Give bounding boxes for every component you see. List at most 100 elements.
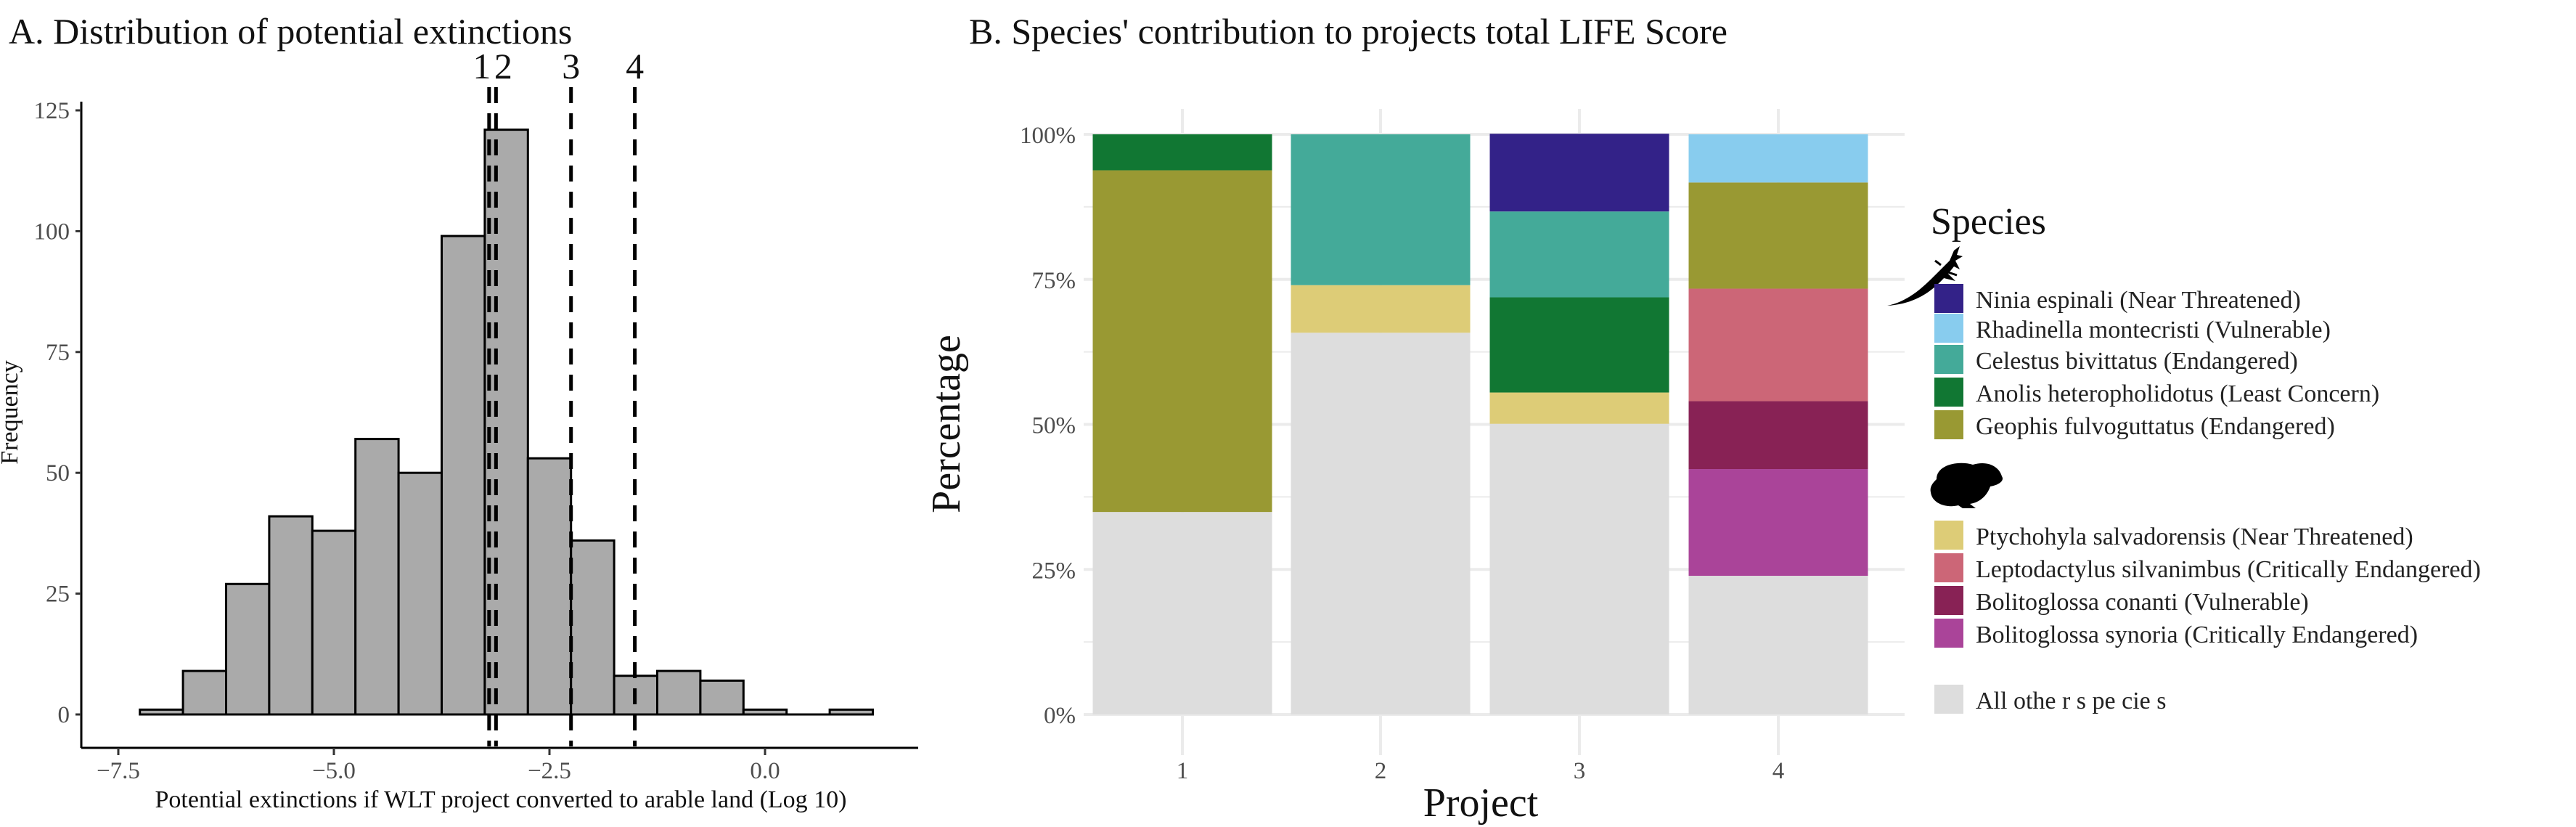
bar-segment [1489,297,1669,393]
legend-label: Celestus bivittatus (Endangered) [1976,348,2298,375]
histogram-bar [441,235,486,716]
legend-swatch [1934,345,1963,374]
legend-item: Geophis fulvoguttatus (Endangered) [1934,410,2335,440]
x-tick-label: 4 [1772,758,1785,784]
histogram-title: A. Distribution of potential extinctions [9,11,572,52]
histogram-bar [268,515,314,716]
lizard-icon [1887,246,1963,306]
bar-project-4 [1688,134,1868,714]
y-tick-label: 75% [1032,268,1076,294]
x-tick-label: −7.5 [97,758,140,784]
legend-item: Bolitoglossa synoria (Critically Endange… [1934,619,2418,648]
histogram-bars [139,129,874,716]
project-line-label: 1 [473,46,491,86]
bar-project-1 [1092,134,1272,714]
histogram-bar [742,708,788,716]
histogram-y-label: Frequency [0,360,23,465]
legend-label: All othe r s pe cie s [1976,688,2167,714]
y-tick-label: 0 [58,702,70,728]
y-tick-label: 125 [34,98,70,124]
histogram-bar [397,471,443,716]
histogram-bar [828,708,874,716]
legend-label: Bolitoglossa conanti (Vulnerable) [1976,589,2309,616]
legend-item: Ptychohyla salvadorensis (Near Threatene… [1934,521,2413,550]
stacked-bar-axes: 0% 25% 50% 75% 100% 1 2 3 4 [1020,123,1784,784]
bar-segment [1489,392,1669,424]
bar-segment [1092,170,1272,513]
x-tick-label: 3 [1574,758,1586,784]
project-line-label: 3 [562,46,580,86]
histogram-bar [354,438,400,716]
x-tick-label: −2.5 [528,758,571,784]
legend-label: Anolis heteropholidotus (Least Concern) [1976,380,2379,407]
legend-item: Ninia espinali (Near Threatened) [1934,284,2301,314]
y-tick-label: 75 [46,340,70,366]
legend-swatch [1934,378,1963,407]
legend-label: Geophis fulvoguttatus (Endangered) [1976,413,2335,440]
stacked-bar-y-label: Percentage [924,335,969,513]
legend-label: Rhadinella montecristi (Vulnerable) [1976,317,2331,343]
bar-segment [1489,423,1669,714]
bar-segment [1688,134,1868,183]
legend-title: Species [1931,201,2046,243]
bar-segment [1291,333,1471,714]
bar-segment [1489,211,1669,298]
bar-segment [1688,288,1868,402]
bar-segment [1688,469,1868,577]
project-line-label: 2 [494,46,512,86]
x-tick-label: 2 [1375,758,1387,784]
stacked-bars [1092,134,1868,714]
y-tick-label: 100% [1020,123,1076,149]
histogram-bar [225,582,271,716]
legend-swatch [1934,553,1963,582]
histogram-bar [483,129,529,716]
y-tick-label: 25 [46,582,70,608]
histogram-bar [656,669,702,716]
y-tick-label: 50 [46,460,70,486]
species-legend: Species Ninia espinali (Near Threatened)… [1887,201,2481,714]
histogram-bar [526,457,573,716]
legend-swatch [1934,314,1963,343]
histogram-bar [570,539,616,716]
legend-label: Bolitoglossa synoria (Critically Endange… [1976,622,2418,648]
x-tick-label: −5.0 [312,758,356,784]
legend-item: Bolitoglossa conanti (Vulnerable) [1934,586,2309,616]
bar-segment [1291,134,1471,285]
bar-segment [1092,512,1272,714]
stacked-bar-x-label: Project [1423,781,1539,826]
stacked-bar-panel: B. Species' contribution to projects tot… [924,11,2481,826]
legend-item: Celestus bivittatus (Endangered) [1934,345,2298,375]
legend-label: Ptychohyla salvadorensis (Near Threatene… [1976,524,2413,550]
bar-project-2 [1291,134,1471,714]
legend-item: All othe r s pe cie s [1934,685,2167,714]
bar-segment [1092,134,1272,171]
bar-segment [1688,182,1868,289]
y-tick-label: 50% [1032,413,1076,439]
legend-label: Leptodactylus silvanimbus (Critically En… [1976,556,2481,583]
legend-swatch [1934,284,1963,313]
legend-label: Ninia espinali (Near Threatened) [1976,287,2301,314]
histogram-x-label: Potential extinctions if WLT project con… [155,786,847,813]
bar-segment [1489,134,1669,212]
legend-item: Rhadinella montecristi (Vulnerable) [1934,314,2331,343]
legend-swatch [1934,521,1963,550]
legend-swatch [1934,410,1963,439]
legend-item: Anolis heteropholidotus (Least Concern) [1934,378,2379,407]
histogram-panel: A. Distribution of potential extinctions… [0,11,918,813]
histogram-bar [139,708,184,716]
y-tick-label: 100 [34,219,70,245]
y-tick-label: 25% [1032,558,1076,584]
histogram-axes: −7.5 −5.0 −2.5 0.0 0 25 50 75 100 125 [34,98,918,784]
bar-segment [1688,401,1868,470]
legend-swatch [1934,685,1963,714]
legend-swatch [1934,619,1963,648]
legend-item: Leptodactylus silvanimbus (Critically En… [1934,553,2481,583]
bar-segment [1291,285,1471,333]
histogram-bar [181,669,228,716]
frog-icon [1930,463,2003,508]
x-tick-label: 0.0 [750,758,780,784]
histogram-bar [699,679,745,716]
bar-segment [1688,576,1868,714]
